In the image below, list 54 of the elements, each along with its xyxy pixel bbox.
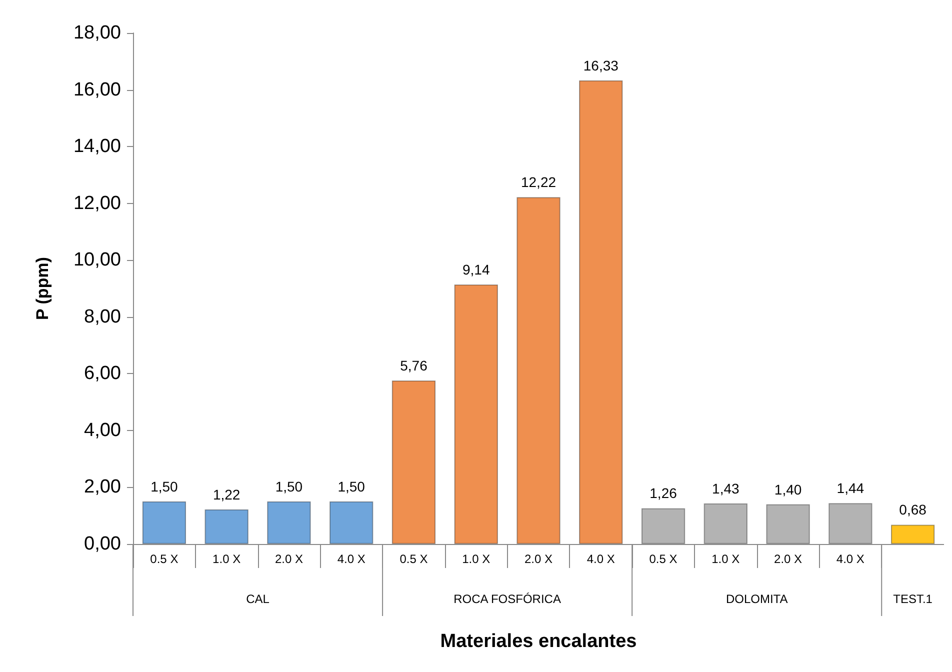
data-label: 1,44 bbox=[836, 480, 864, 496]
y-tick-label: 8,00 bbox=[84, 306, 121, 328]
data-label: 5,76 bbox=[400, 357, 428, 374]
text: ROCA FOSFÓRICA bbox=[454, 592, 561, 606]
bar bbox=[828, 503, 872, 544]
data-label: 9,14 bbox=[462, 262, 490, 278]
y-tick-label: 0,00 bbox=[84, 534, 121, 554]
y-tick-label: 12,00 bbox=[73, 192, 121, 214]
bar bbox=[454, 284, 498, 544]
x-tick-label: 0.5 X bbox=[649, 552, 678, 566]
bar bbox=[579, 80, 623, 544]
bar bbox=[704, 503, 748, 544]
x-tick-label: 2.0 X bbox=[274, 552, 303, 566]
y-tick-label: 10,00 bbox=[73, 250, 121, 271]
y-tick-label: 6,00 bbox=[84, 363, 121, 384]
x-tick-label: 4.0 X bbox=[836, 552, 864, 566]
data-label: 1,26 bbox=[650, 485, 678, 502]
x-tick-label: 1.0 X bbox=[212, 552, 241, 566]
x-tick-label: 0.5 X bbox=[400, 552, 428, 566]
data-label: 1,43 bbox=[712, 480, 740, 496]
data-label: 1,50 bbox=[275, 478, 303, 494]
data-label: 12,22 bbox=[520, 174, 556, 190]
text: CAL bbox=[246, 592, 270, 606]
text: TEST.1 bbox=[893, 592, 933, 606]
y-tick-label: 14,00 bbox=[73, 136, 121, 158]
y-tick-label: 2,00 bbox=[84, 476, 121, 498]
x-tick-label: 1.0 X bbox=[712, 552, 740, 566]
y-axis-title: P (ppm) bbox=[33, 257, 52, 320]
data-label: 1,50 bbox=[150, 478, 178, 494]
x-tick-label: 0.5 X bbox=[150, 552, 178, 566]
bar bbox=[766, 504, 810, 544]
x-tick-label: 4.0 X bbox=[586, 552, 615, 566]
bar bbox=[890, 524, 935, 544]
x-tick-label: 2.0 X bbox=[524, 552, 553, 566]
bar bbox=[204, 509, 248, 544]
data-label: 1,22 bbox=[212, 486, 240, 502]
data-label: 1,50 bbox=[338, 478, 366, 494]
bar bbox=[516, 197, 560, 544]
x-tick-label: 4.0 X bbox=[337, 552, 366, 566]
data-label: 1,40 bbox=[774, 481, 802, 498]
y-tick-label: 4,00 bbox=[84, 420, 121, 441]
bar bbox=[267, 501, 311, 544]
bar bbox=[142, 501, 186, 544]
bar bbox=[641, 508, 686, 544]
text: DOLOMITA bbox=[726, 592, 788, 606]
x-axis-title: Materiales encalantes bbox=[440, 631, 637, 652]
data-label: 0,68 bbox=[899, 502, 927, 518]
data-label: 16,33 bbox=[583, 57, 619, 74]
y-tick-label: 16,00 bbox=[73, 79, 121, 100]
bar bbox=[392, 380, 436, 544]
y-tick-label: 18,00 bbox=[73, 22, 121, 44]
x-tick-label: 1.0 X bbox=[462, 552, 490, 566]
bar bbox=[330, 501, 374, 544]
x-tick-label: 2.0 X bbox=[774, 552, 802, 566]
